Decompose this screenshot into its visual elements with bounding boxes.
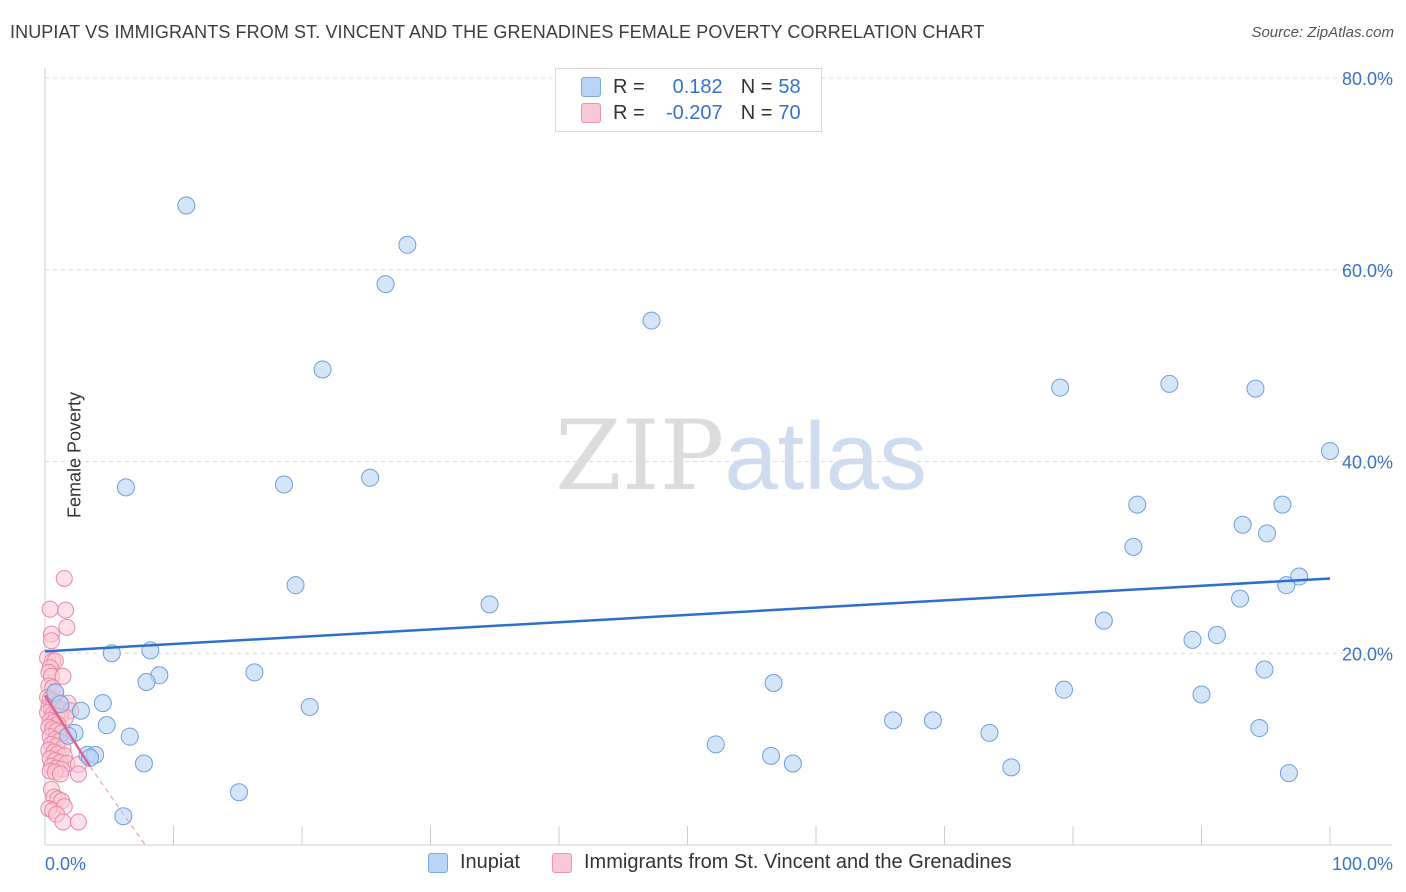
data-point-inupiat — [313, 360, 332, 379]
data-point-inupiat — [642, 311, 661, 330]
data-point-immigrants — [57, 601, 75, 619]
data-point-inupiat — [93, 694, 112, 713]
legend-n-label: N = — [740, 75, 773, 98]
data-point-inupiat — [361, 468, 380, 487]
data-point-inupiat — [134, 754, 153, 773]
x-tick-label: 0.0% — [45, 854, 86, 874]
bottom-legend-swatch-inupiat — [428, 852, 448, 873]
data-point-inupiat — [120, 727, 139, 746]
data-point-immigrants — [51, 765, 69, 783]
data-point-immigrants — [58, 618, 76, 636]
chart-title: INUPIAT VS IMMIGRANTS FROM ST. VINCENT A… — [10, 22, 985, 42]
legend-n-value-inupiat: 58 — [778, 75, 801, 98]
data-point-inupiat — [398, 235, 417, 254]
data-point-inupiat — [1128, 495, 1147, 514]
data-point-inupiat — [1051, 378, 1070, 397]
data-point-immigrants — [54, 813, 72, 831]
x-tick-label: 100.0% — [1332, 854, 1393, 874]
data-point-inupiat — [230, 783, 249, 802]
data-point-inupiat — [764, 673, 783, 692]
data-point-inupiat — [1233, 515, 1252, 534]
y-tick-label: 40.0% — [1342, 453, 1393, 473]
data-point-inupiat — [480, 595, 499, 614]
data-point-inupiat — [286, 576, 305, 595]
source-label: Source: ZipAtlas.com — [1251, 24, 1394, 41]
data-point-inupiat — [783, 754, 802, 773]
legend-r-label: R = — [613, 75, 645, 98]
legend-r-value-immigrants: -0.207 — [665, 101, 723, 124]
data-point-inupiat — [300, 697, 319, 716]
data-point-inupiat — [1055, 680, 1074, 699]
data-point-inupiat — [137, 673, 156, 692]
legend-n-label: N = — [740, 101, 773, 124]
data-point-inupiat — [177, 196, 196, 215]
data-point-inupiat — [1273, 495, 1292, 514]
data-point-inupiat — [71, 701, 90, 720]
data-point-inupiat — [980, 723, 999, 742]
data-point-inupiat — [245, 663, 264, 682]
legend-r-value-inupiat: 0.182 — [672, 75, 723, 98]
watermark-atlas: atlas — [724, 403, 927, 510]
data-point-inupiat — [275, 475, 294, 494]
data-point-inupiat — [1246, 379, 1265, 398]
bottom-legend-swatch-immigrants — [552, 852, 572, 873]
data-point-inupiat — [1258, 524, 1277, 543]
trendline-immigrants — [43, 694, 92, 768]
data-point-inupiat — [762, 746, 781, 765]
data-point-inupiat — [1250, 719, 1269, 738]
data-point-inupiat — [1255, 660, 1274, 679]
data-point-inupiat — [1183, 630, 1202, 649]
trendline-inupiat — [44, 577, 1331, 653]
data-point-inupiat — [1002, 758, 1021, 777]
data-point-inupiat — [923, 711, 942, 730]
data-point-inupiat — [1321, 441, 1339, 460]
bottom-legend-label-inupiat: Inupiat — [460, 851, 521, 873]
data-point-inupiat — [1207, 626, 1226, 645]
trendline-immigrants-extension — [89, 766, 146, 846]
data-point-inupiat — [706, 735, 725, 754]
data-point-inupiat — [1160, 374, 1179, 393]
legend-row-immigrants: R = -0.207 N = 70 — [581, 101, 801, 125]
data-point-immigrants — [54, 667, 72, 685]
data-point-inupiat — [884, 711, 903, 730]
correlation-legend: R = 0.182 N = 58 R = -0.207 N = 70 — [555, 68, 822, 132]
data-point-inupiat — [1231, 589, 1250, 608]
y-tick-label: 60.0% — [1342, 261, 1393, 281]
bottom-legend-label-immigrants: Immigrants from St. Vincent and the Gren… — [584, 851, 1012, 873]
data-point-inupiat — [1094, 611, 1113, 630]
data-point-immigrants — [69, 765, 87, 783]
data-point-immigrants — [55, 569, 73, 587]
data-point-inupiat — [1279, 764, 1298, 783]
legend-n-value-immigrants: 70 — [778, 101, 801, 124]
bottom-legend-immigrants: Immigrants from St. Vincent and the Gren… — [552, 851, 1012, 874]
legend-swatch-immigrants — [581, 103, 601, 123]
data-point-inupiat — [114, 807, 133, 826]
y-axis-label: Female Poverty — [64, 391, 85, 519]
bottom-legend-inupiat: Inupiat — [428, 851, 520, 874]
data-point-inupiat — [116, 478, 135, 497]
y-tick-label: 20.0% — [1342, 644, 1393, 664]
data-point-inupiat — [1192, 685, 1211, 704]
data-point-immigrants — [69, 813, 87, 831]
legend-swatch-inupiat — [581, 77, 601, 97]
legend-row-inupiat: R = 0.182 N = 58 — [581, 75, 801, 99]
legend-r-label: R = — [613, 101, 645, 124]
y-tick-label: 80.0% — [1342, 69, 1393, 89]
watermark-zip: ZIP — [555, 400, 725, 512]
data-point-inupiat — [97, 716, 116, 735]
data-point-inupiat — [1277, 576, 1296, 595]
data-point-inupiat — [1124, 537, 1143, 556]
data-point-immigrants — [42, 632, 60, 650]
bottom-legend: Inupiat Immigrants from St. Vincent and … — [0, 851, 1406, 877]
data-point-inupiat — [376, 275, 395, 294]
watermark: ZIPatlas — [555, 400, 927, 512]
data-point-immigrants — [41, 600, 59, 618]
